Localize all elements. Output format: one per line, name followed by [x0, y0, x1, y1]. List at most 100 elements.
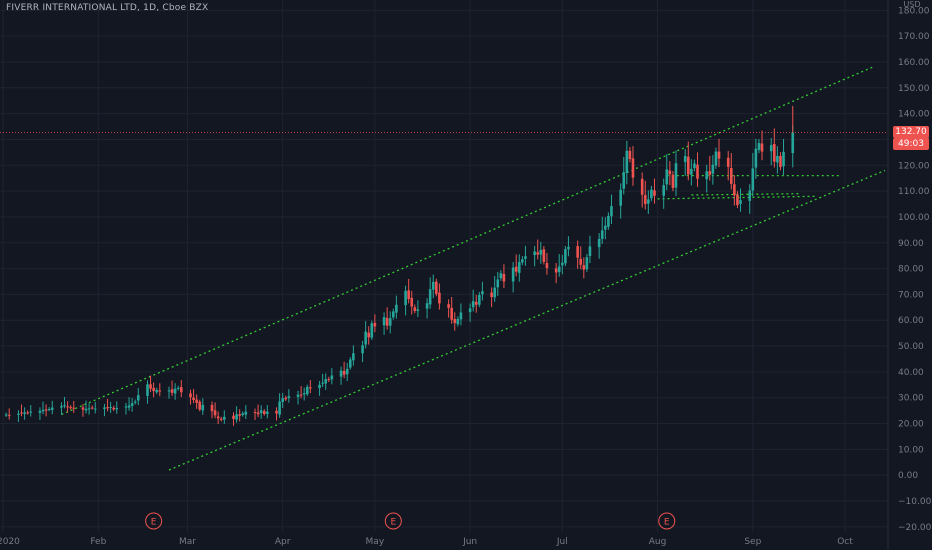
- candle: [650, 185, 653, 202]
- candle: [588, 235, 592, 264]
- candle: [262, 409, 266, 416]
- candle: [318, 380, 321, 396]
- y-tick-label: 110.00: [898, 187, 930, 197]
- candle: [41, 401, 45, 415]
- y-tick-label: −10.00: [898, 497, 932, 507]
- y-tick-label: 80.00: [898, 265, 924, 275]
- y-tick-label: 50.00: [898, 342, 924, 352]
- candle: [253, 408, 257, 421]
- candle: [622, 156, 626, 195]
- candle: [60, 402, 63, 415]
- candle: [382, 312, 386, 335]
- candle: [90, 405, 94, 410]
- candle: [468, 303, 472, 322]
- earnings-marker[interactable]: E: [384, 512, 402, 530]
- candle: [757, 139, 761, 154]
- candle: [748, 184, 752, 214]
- candle: [66, 401, 69, 413]
- x-tick-label: Aug: [649, 537, 667, 547]
- candle: [631, 146, 635, 186]
- candle: [600, 216, 604, 244]
- candle: [582, 257, 586, 279]
- candle: [167, 386, 171, 399]
- candle: [103, 403, 106, 417]
- y-tick-label: −20.00: [898, 523, 932, 533]
- candle: [416, 300, 420, 317]
- y-tick-label: 150.00: [898, 84, 930, 94]
- y-tick-label: 160.00: [898, 58, 930, 68]
- candle: [339, 366, 343, 385]
- candle: [696, 152, 699, 187]
- candle: [545, 252, 549, 275]
- candle: [686, 141, 690, 181]
- candle: [330, 368, 334, 385]
- earnings-marker[interactable]: E: [145, 512, 163, 530]
- candle: [287, 389, 291, 403]
- candle: [130, 397, 134, 412]
- y-tick-label: 0.00: [898, 471, 918, 481]
- candle: [456, 316, 460, 327]
- x-tick-label: 2020: [0, 537, 20, 547]
- candle: [511, 262, 515, 293]
- candle: [146, 380, 149, 404]
- candle: [38, 407, 42, 420]
- candle: [201, 398, 205, 415]
- candle: [84, 400, 88, 414]
- candle: [490, 287, 493, 308]
- candle: [87, 403, 91, 415]
- candle: [585, 254, 589, 272]
- candle: [266, 405, 269, 419]
- y-tick-label: 20.00: [898, 420, 924, 430]
- candle: [517, 254, 521, 282]
- x-tick-label: Jul: [556, 537, 568, 547]
- candle: [662, 178, 665, 209]
- x-axis[interactable]: 2020 Feb Mar Apr May Jun Jul Aug Sep Oct: [0, 537, 853, 547]
- candle: [149, 375, 152, 392]
- candle: [69, 405, 72, 410]
- candle: [385, 307, 389, 330]
- candle: [736, 191, 739, 209]
- candle: [779, 152, 782, 171]
- last-price-tag: 132.70: [893, 126, 929, 139]
- candle: [124, 402, 128, 415]
- candle: [459, 303, 463, 326]
- y-tick-label: 170.00: [898, 32, 930, 42]
- candle: [63, 396, 66, 409]
- candle: [733, 175, 736, 206]
- candle: [189, 389, 192, 405]
- candle: [327, 376, 331, 383]
- candle: [155, 387, 159, 394]
- earnings-marker[interactable]: E: [658, 512, 676, 530]
- candle: [668, 161, 672, 186]
- candle: [521, 256, 524, 266]
- candle: [514, 254, 518, 277]
- candle: [499, 270, 503, 281]
- y-tick-label: 10.00: [898, 445, 924, 455]
- candle: [671, 171, 675, 192]
- candle: [536, 239, 540, 260]
- candle: [278, 393, 281, 418]
- candle: [647, 190, 650, 214]
- candle: [275, 407, 278, 421]
- candle: [579, 246, 583, 270]
- candle: [410, 290, 414, 315]
- candle: [404, 285, 407, 316]
- candle: [683, 149, 687, 176]
- candle: [760, 130, 764, 161]
- candle: [20, 404, 23, 417]
- candle: [352, 345, 355, 366]
- candle: [435, 278, 438, 297]
- candle: [44, 404, 48, 417]
- candle: [370, 320, 374, 340]
- candle: [195, 394, 198, 409]
- x-tick-label: Apr: [275, 537, 291, 547]
- candle: [223, 410, 226, 424]
- candle: [29, 405, 33, 417]
- candle: [493, 275, 496, 302]
- candle: [348, 357, 352, 370]
- candle: [324, 373, 328, 390]
- candle: [109, 401, 112, 413]
- candle: [192, 389, 195, 404]
